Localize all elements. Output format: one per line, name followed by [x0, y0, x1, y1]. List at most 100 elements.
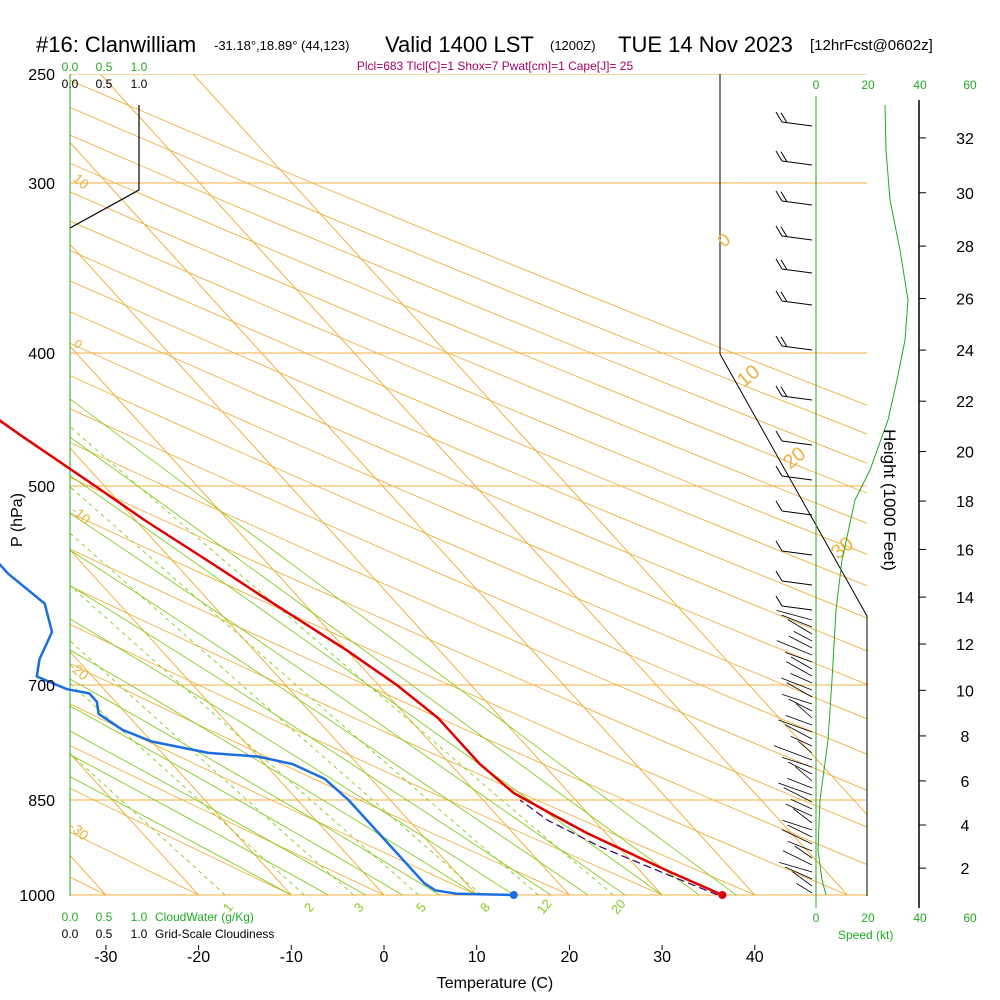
mixing-ratio-label: 2 [301, 900, 317, 915]
wind-barb-flag [780, 112, 788, 123]
height-tick-label: 20 [956, 445, 974, 462]
mixing-ratio-labels: 1 2 3 5 8 12 20 [220, 896, 629, 917]
wind-barb [781, 605, 813, 611]
temperature-tick-label: 40 [746, 949, 764, 966]
wind-barb [787, 824, 813, 838]
wind-barb [781, 614, 813, 628]
wind-barb-flag [780, 291, 788, 302]
wind-barb [785, 803, 813, 817]
cloudiness-profile [69, 105, 140, 229]
wind-barb-flag [775, 335, 783, 347]
dry-adiabat-line [70, 585, 755, 896]
height-tick-label: 10 [956, 683, 974, 700]
wind-barb-flag [775, 500, 783, 512]
wind-barbs [773, 111, 813, 894]
speed-tick-bottom: 60 [963, 911, 977, 925]
isotherm-line [70, 651, 292, 896]
moist-adiabat-line [70, 705, 403, 896]
wind-barb [792, 871, 813, 887]
mixing-ratio-label: 20 [608, 896, 629, 917]
pressure-tick-label: 250 [28, 67, 55, 84]
moist-adiabat-line [70, 512, 626, 896]
station-coords: -31.18°,18.89° (44,123) [214, 38, 349, 53]
wind-barb [794, 766, 813, 782]
pressure-tick-label: 400 [28, 346, 55, 363]
wind-barb [787, 761, 813, 775]
dry-adiabat-line [70, 623, 663, 896]
isotherm-line [70, 141, 756, 896]
wind-barb-flag [780, 226, 788, 237]
isotherm-line [0, 74, 13, 895]
height-tick-label: 16 [956, 542, 974, 559]
height-tick-label: 4 [961, 818, 970, 835]
dry-adiabat-line [70, 787, 292, 896]
wind-barb [781, 580, 813, 586]
speed-tick-top: 40 [913, 78, 927, 92]
surface-dewpoint-point [509, 891, 518, 899]
mixing-ratio-label: 3 [351, 900, 367, 915]
pressure-tick-label: 700 [28, 678, 55, 695]
wind-barb [785, 652, 813, 663]
bottom-cloudiness-tick: 0.0 [62, 927, 79, 941]
moist-adiabat-line [70, 776, 292, 896]
wind-barb [781, 677, 813, 691]
moist-adiabat-line [70, 730, 366, 896]
isotherm-line [100, 74, 848, 896]
wind-barb [796, 883, 813, 894]
mixing-ratio-line [70, 752, 226, 896]
dry-adiabat-line [70, 744, 385, 896]
wind-barb [795, 703, 813, 719]
wind-barb-flag [780, 336, 788, 347]
temperature-tick-label: -30 [94, 949, 117, 966]
speed-axis-label: Speed (kt) [838, 928, 893, 942]
wind-barb [784, 724, 813, 740]
isotherm-line [70, 345, 570, 896]
mixing-ratio-line [70, 682, 305, 896]
wind-barb [779, 862, 813, 873]
wind-barb [790, 736, 813, 747]
wind-barb [781, 440, 813, 446]
forecast-date: TUE 14 Nov 2023 [618, 32, 793, 57]
pressure-tick-label: 500 [28, 479, 55, 496]
wind-barb [787, 841, 813, 852]
dry-adiabat-line [70, 106, 867, 435]
temperature-profile [0, 419, 723, 897]
dry-adiabat-line [70, 220, 867, 555]
moist-adiabat-line [70, 474, 663, 896]
temperature-tick-label: 10 [468, 949, 486, 966]
dry-adiabat-line [70, 250, 867, 587]
temperature-tick-label: -20 [187, 949, 210, 966]
wind-barb [781, 510, 813, 516]
wind-barb-flag [775, 150, 783, 162]
sounding-profiles [0, 419, 727, 899]
wind-barb [787, 778, 813, 789]
temperature-tick-label: 20 [561, 949, 579, 966]
speed-tick-bottom: 20 [861, 911, 875, 925]
isotherm-line [70, 752, 199, 896]
dry-adiabat-line [0, 74, 13, 895]
moist-adiabat-line [70, 618, 515, 896]
speed-tick-bottom: 0 [813, 911, 820, 925]
height-tick-label: 12 [956, 637, 974, 654]
mixing-ratio-line [70, 640, 354, 896]
top-cloudiness-tick: 0.0 [62, 77, 79, 91]
wind-barb [794, 845, 813, 859]
bottom-cloud-water-tick: 0.5 [96, 910, 113, 924]
speed-ticks-top: 0 20 40 60 [813, 78, 977, 92]
pressure-axis-label: P (hPa) [9, 493, 26, 547]
dry-adiabat-line [70, 134, 867, 464]
dry-adiabat-line [70, 512, 867, 866]
station-title: #16: Clanwilliam [36, 32, 196, 57]
wind-barb [776, 610, 813, 621]
wind-barb [793, 631, 813, 642]
cloudiness-label: Grid-Scale Cloudiness [155, 927, 274, 941]
speed-tick-bottom: 40 [913, 911, 927, 925]
bottom-cloudiness-tick: 1.0 [131, 927, 148, 941]
isotherm-label: 10 [733, 361, 764, 392]
top-scales: 0.0 0.5 1.0 0.0 0.5 1.0 [62, 60, 148, 91]
wind-barb-flag [780, 386, 788, 397]
wind-barb-flag [775, 190, 783, 202]
height-tick-label: 24 [956, 343, 974, 360]
wind-barb [782, 820, 813, 831]
